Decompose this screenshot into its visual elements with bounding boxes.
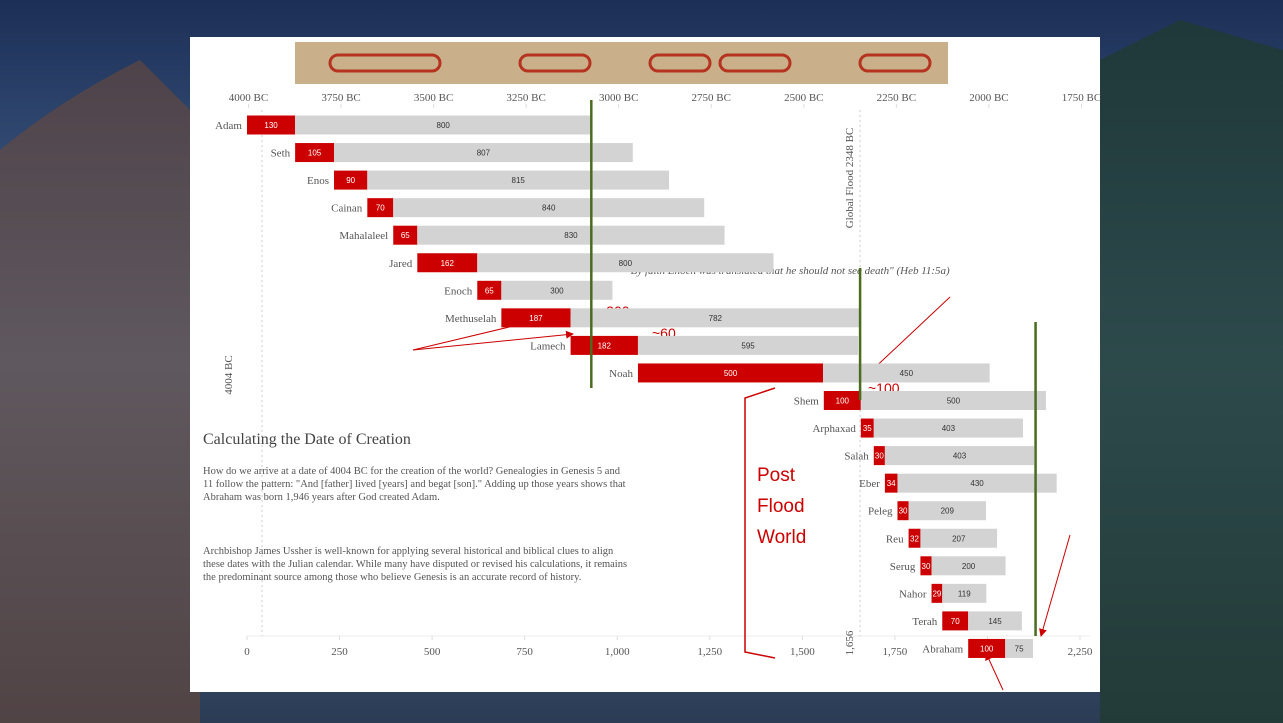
category-label: Salah: [844, 451, 869, 463]
category-label: Cainan: [331, 203, 363, 215]
chart: 4004 BC Global Flood 2348 BC 1,656 "By f…: [0, 0, 1283, 723]
category-label: Enos: [307, 175, 329, 187]
value-label: 200: [962, 562, 976, 571]
category-label: Adam: [215, 120, 242, 132]
x-tick-label: 1,750: [883, 646, 908, 658]
category-label: Terah: [912, 616, 937, 628]
category-label: Peleg: [868, 506, 893, 518]
value-label: 403: [953, 452, 967, 461]
value-label: 70: [376, 204, 385, 213]
heading: Calculating the Date of Creation: [203, 433, 411, 446]
value-label: 100: [980, 644, 994, 653]
x-tick-label: 1,500: [790, 646, 815, 658]
paragraph: How do we arrive at a date of 4004 BC fo…: [203, 465, 628, 504]
value-label: 65: [401, 231, 410, 240]
trees: [1100, 20, 1283, 723]
x2-tick-label: 2250 BC: [877, 92, 916, 104]
paragraph: Archbishop James Ussher is well-known fo…: [203, 545, 628, 584]
flood-year-label: 1,656: [844, 630, 856, 655]
value-label: 162: [441, 259, 455, 268]
value-label: 182: [598, 341, 612, 350]
value-label: 840: [542, 204, 556, 213]
x-tick-label: 2,250: [1068, 646, 1093, 658]
category-label: Noah: [609, 368, 633, 380]
value-label: 70: [951, 617, 960, 626]
category-label: Enoch: [444, 285, 473, 297]
value-label: 119: [958, 589, 971, 598]
value-label: 105: [308, 149, 322, 158]
category-label: Reu: [886, 533, 904, 545]
category-label: Mahalaleel: [339, 230, 388, 242]
value-label: 32: [910, 534, 919, 543]
x2-tick-label: 2000 BC: [969, 92, 1008, 104]
category-label: Abraham: [922, 643, 963, 655]
value-label: 782: [709, 314, 723, 323]
value-label: 130: [264, 121, 278, 130]
value-label: 807: [477, 149, 491, 158]
value-label: 815: [512, 176, 526, 185]
value-label: 34: [887, 479, 896, 488]
x2-tick-label: 3500 BC: [414, 92, 453, 104]
x-tick-label: 500: [424, 646, 441, 658]
value-label: 209: [941, 507, 955, 516]
value-label: 65: [485, 286, 494, 295]
category-label: Methuselah: [445, 313, 497, 325]
x2-tick-label: 3250 BC: [506, 92, 545, 104]
value-label: 30: [875, 452, 884, 461]
value-label: 75: [1015, 644, 1024, 653]
category-label: Arphaxad: [812, 423, 856, 435]
value-label: 100: [836, 397, 850, 406]
value-label: 35: [863, 424, 872, 433]
value-label: 30: [899, 507, 908, 516]
value-label: 207: [952, 534, 966, 543]
value-label: 450: [900, 369, 914, 378]
x2-tick-label: 3750 BC: [321, 92, 360, 104]
category-label: Seth: [271, 148, 291, 160]
value-label: 500: [724, 369, 738, 378]
value-label: 403: [942, 424, 956, 433]
value-label: 145: [988, 617, 1002, 626]
x2-tick-label: 4000 BC: [229, 92, 268, 104]
value-label: 800: [437, 121, 451, 130]
value-label: 90: [346, 176, 355, 185]
value-label: 430: [970, 479, 984, 488]
creation-label: 4004 BC: [223, 355, 235, 394]
category-label: Shem: [794, 396, 820, 408]
x-tick-label: 1,250: [697, 646, 722, 658]
value-label: 800: [619, 259, 633, 268]
category-label: Lamech: [530, 340, 566, 352]
flood-label: Global Flood 2348 BC: [844, 128, 856, 229]
x-tick-label: 250: [331, 646, 348, 658]
x2-tick-label: 3000 BC: [599, 92, 638, 104]
category-label: Serug: [890, 561, 916, 573]
x-tick-label: 0: [244, 646, 250, 658]
value-label: 187: [529, 314, 543, 323]
post-flood-label: Post Flood World: [757, 460, 827, 553]
x-tick-label: 1,000: [605, 646, 630, 658]
value-label: 500: [947, 397, 961, 406]
value-label: 830: [564, 231, 578, 240]
value-label: 29: [932, 589, 941, 598]
value-label: 300: [550, 286, 564, 295]
slide: 4004 BC Global Flood 2348 BC 1,656 "By f…: [0, 0, 1283, 723]
x2-tick-label: 2500 BC: [784, 92, 823, 104]
x2-tick-label: 1750 BC: [1062, 92, 1101, 104]
value-label: 30: [922, 562, 931, 571]
category-label: Nahor: [899, 588, 927, 600]
rocks: [0, 60, 200, 723]
x2-tick-label: 2750 BC: [692, 92, 731, 104]
header-strip: [295, 42, 948, 84]
category-label: Jared: [389, 258, 413, 270]
value-label: 595: [741, 341, 755, 350]
x-tick-label: 750: [516, 646, 533, 658]
category-label: Eber: [859, 478, 880, 490]
